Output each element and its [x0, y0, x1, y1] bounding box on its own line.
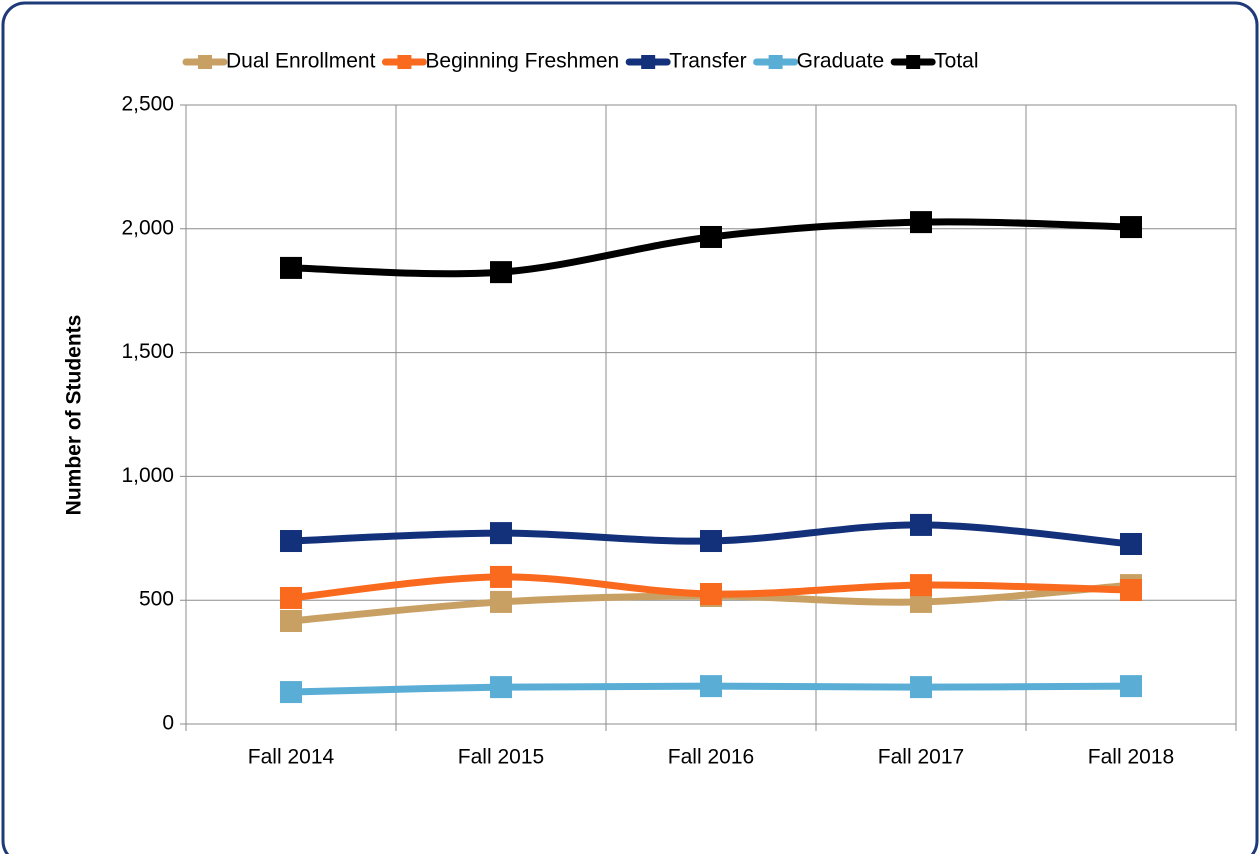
legend-marker: [768, 55, 783, 69]
point-marker: [280, 530, 302, 553]
legend-label: Dual Enrollment: [226, 50, 376, 73]
x-tick-label: Fall 2014: [248, 746, 335, 769]
legend-label: Transfer: [669, 50, 746, 73]
legend-marker: [641, 55, 656, 69]
y-tick-label: 500: [139, 588, 174, 611]
x-tick-label: Fall 2015: [458, 746, 544, 769]
y-tick-label: 0: [162, 712, 174, 735]
y-tick-label: 2,500: [121, 93, 174, 116]
point-marker: [1120, 579, 1142, 602]
point-marker: [1120, 216, 1142, 239]
legend-marker: [198, 55, 212, 69]
point-marker: [490, 565, 512, 588]
point-marker: [700, 675, 722, 698]
legend-marker: [397, 55, 412, 69]
point-marker: [1120, 675, 1142, 698]
point-marker: [280, 586, 302, 609]
legend-label: Beginning Freshmen: [425, 50, 619, 73]
point-marker: [490, 676, 512, 699]
legend-label: Total: [934, 50, 978, 73]
y-tick-label: 1,500: [121, 340, 174, 363]
point-marker: [700, 225, 722, 248]
legend-label: Graduate: [797, 50, 885, 73]
point-marker: [280, 256, 302, 279]
point-marker: [700, 530, 722, 553]
x-tick-label: Fall 2018: [1088, 746, 1174, 769]
point-marker: [910, 211, 932, 234]
point-marker: [910, 574, 932, 597]
y-tick-label: 2,000: [121, 216, 174, 239]
y-tick-label: 1,000: [121, 464, 174, 487]
point-marker: [280, 681, 302, 704]
point-marker: [1120, 532, 1142, 555]
point-marker: [490, 590, 512, 613]
point-marker: [910, 676, 932, 699]
point-marker: [910, 590, 932, 613]
point-marker: [700, 583, 722, 606]
point-marker: [280, 609, 302, 632]
point-marker: [910, 513, 932, 536]
y-axis-label: Number of Students: [63, 315, 86, 516]
legend-marker: [906, 55, 921, 69]
point-marker: [490, 522, 512, 545]
x-tick-label: Fall 2016: [668, 746, 754, 769]
point-marker: [490, 261, 512, 284]
x-tick-label: Fall 2017: [878, 746, 964, 769]
